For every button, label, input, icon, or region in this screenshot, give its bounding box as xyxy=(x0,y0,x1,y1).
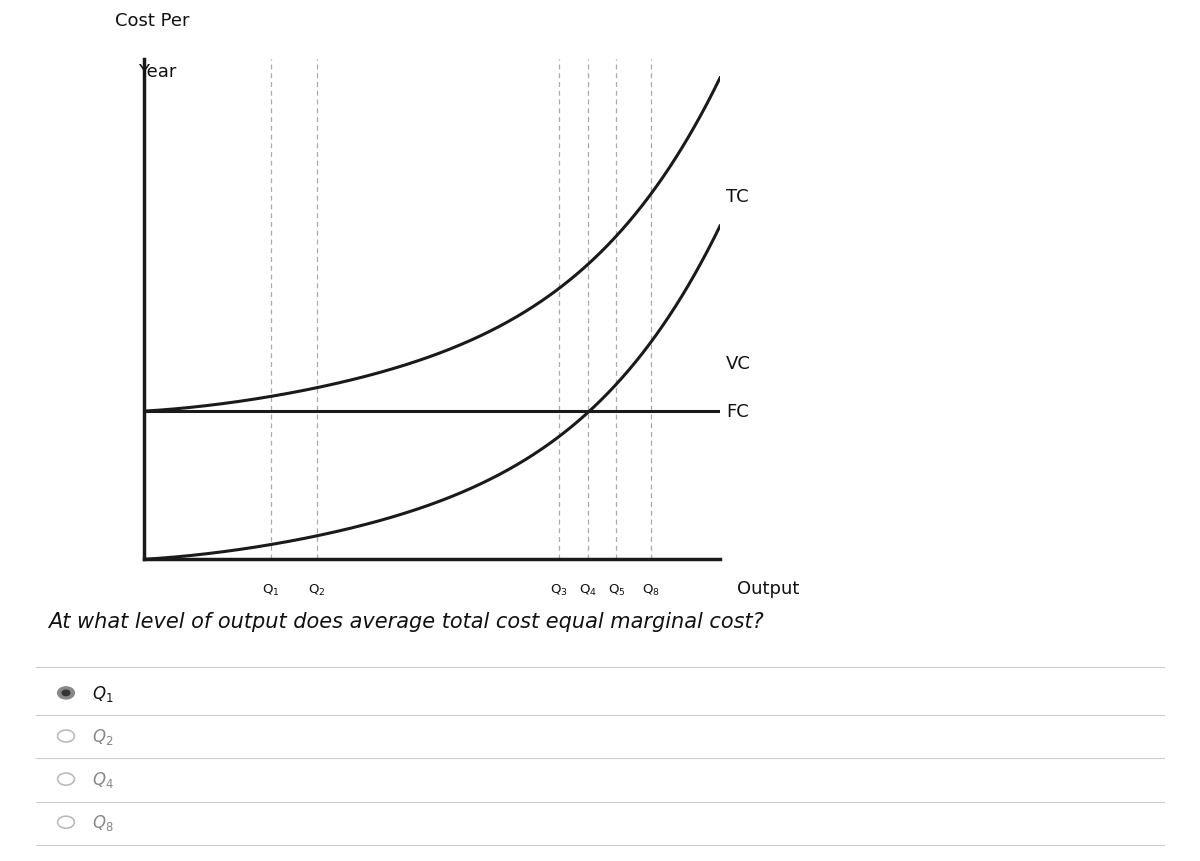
Text: Year: Year xyxy=(138,63,176,81)
Text: At what level of output does average total cost equal marginal cost?: At what level of output does average tot… xyxy=(48,611,763,631)
Text: Q$_5$: Q$_5$ xyxy=(607,582,625,598)
Text: Q$_8$: Q$_8$ xyxy=(642,582,660,598)
Text: $Q_2$: $Q_2$ xyxy=(92,726,114,746)
Text: Q$_3$: Q$_3$ xyxy=(550,582,568,598)
Text: Q$_4$: Q$_4$ xyxy=(578,582,596,598)
Text: TC: TC xyxy=(726,189,749,206)
Text: Q$_1$: Q$_1$ xyxy=(262,582,280,598)
Text: $Q_1$: $Q_1$ xyxy=(92,683,114,703)
Text: Cost Per: Cost Per xyxy=(115,12,190,30)
Text: $Q_4$: $Q_4$ xyxy=(92,769,114,790)
Text: $Q_8$: $Q_8$ xyxy=(92,812,114,833)
Text: Q$_2$: Q$_2$ xyxy=(308,582,325,598)
Text: VC: VC xyxy=(726,355,751,373)
Text: Output: Output xyxy=(737,579,799,598)
Text: FC: FC xyxy=(726,403,749,421)
